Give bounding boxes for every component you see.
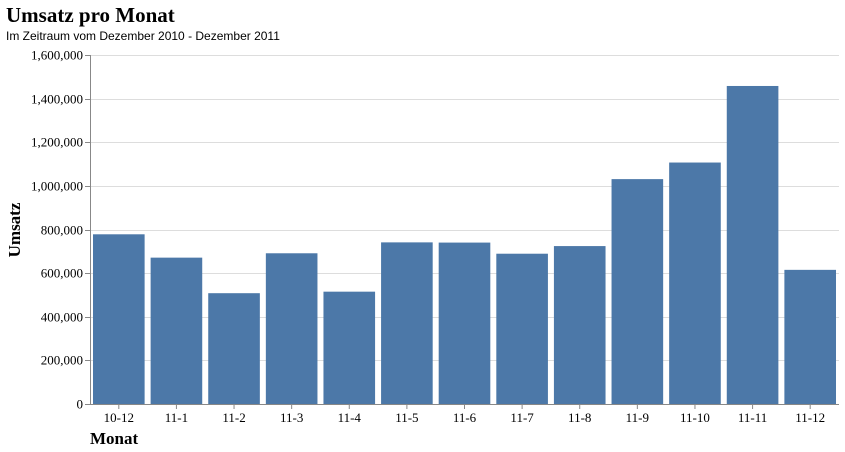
x-tick-label: 11-2 (222, 410, 245, 425)
bar (726, 85, 779, 404)
bar (208, 293, 260, 404)
y-tick-label: 0 (77, 397, 84, 412)
y-axis-title: Umsatz (5, 202, 24, 257)
y-tick-label: 1,200,000 (31, 135, 83, 150)
x-tick-label: 11-8 (568, 410, 591, 425)
x-tick-label: 11-9 (626, 410, 649, 425)
bar (150, 257, 203, 404)
y-tick-label: 1,000,000 (31, 179, 83, 194)
x-tick-label: 11-7 (510, 410, 534, 425)
x-tick-label: 11-1 (165, 410, 188, 425)
bar (784, 269, 836, 404)
y-tick-label: 800,000 (41, 223, 83, 238)
chart-subtitle: Im Zeitraum vom Dezember 2010 - Dezember… (6, 29, 280, 43)
x-tick-label: 11-6 (453, 410, 477, 425)
x-tick-label: 11-12 (795, 410, 825, 425)
x-axis-title: Monat (90, 429, 139, 448)
bar (323, 291, 376, 404)
y-tick-label: 1,600,000 (31, 48, 83, 63)
bar (496, 253, 548, 404)
bar (265, 253, 318, 404)
x-tick-label: 11-3 (280, 410, 303, 425)
x-tick-label: 11-10 (680, 410, 710, 425)
y-tick-label: 200,000 (41, 353, 83, 368)
axes: 0 200,000 400,000 600,000 800,000 1,000,000 1,… (31, 48, 839, 425)
bar (438, 242, 491, 404)
bar (553, 246, 606, 404)
bar (611, 179, 664, 404)
y-tick-label: 400,000 (41, 310, 83, 325)
bar (381, 242, 433, 404)
y-tick-label: 600,000 (41, 266, 83, 281)
bar (93, 234, 145, 404)
x-tick-label: 11-4 (338, 410, 362, 425)
x-tick-label: 10-12 (104, 410, 134, 425)
y-tick-label: 1,400,000 (31, 92, 83, 107)
bars (93, 85, 836, 404)
x-tick-label: 11-11 (738, 410, 767, 425)
bar (669, 162, 721, 404)
chart-title: Umsatz pro Monat (6, 3, 175, 27)
x-tick-label: 11-5 (395, 410, 418, 425)
